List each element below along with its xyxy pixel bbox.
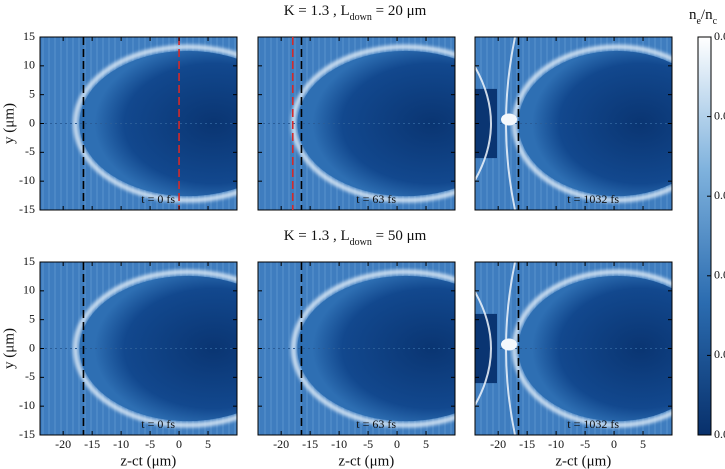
cavity [79,50,237,197]
x-tick-label: 0 [611,437,617,451]
cavity [297,50,455,197]
panel: -20 -15 -10 -5 0 5 t = 63 fs z-ct (μm) [257,261,456,469]
colorbar [697,36,712,436]
x-tick-label: -15 [302,437,318,451]
x-axis-label: z-ct (μm) [555,453,611,469]
label-part: e [696,16,701,27]
colorbar-tick-label: 0.005 [714,29,725,43]
y-tick-label: 0 [29,115,35,129]
x-tick-label: -20 [490,437,506,451]
time-annotation: t = 1032 fs [567,417,619,431]
x-tick-label: 0 [394,437,400,451]
x-tick-label: 0 [176,437,182,451]
time-annotation: t = 0 fs [141,417,175,431]
x-axis-label: z-ct (μm) [338,453,394,469]
blob [501,338,517,351]
colorbar-tick-label: 0.004 [714,108,725,122]
y-tick-label: -5 [25,369,35,383]
colorbar-label: ne/nc [689,7,718,26]
colorbar-tick-label: 0.002 [714,268,725,282]
colorbar-tick-label: 0.003 [714,188,725,202]
heatmap-image [258,262,455,435]
x-tick-label: 5 [423,437,429,451]
title-part: = 50 μm [372,228,427,244]
x-tick-label: -15 [519,437,535,451]
y-tick-label: 5 [29,311,35,325]
panel: -20 -15 -10 -5 0 5 t = 1032 fs z-ct (μm) [474,261,673,469]
x-tick-label: -10 [548,437,564,451]
cavity [79,275,237,422]
time-annotation: t = 0 fs [141,192,175,206]
y-tick-label: 10 [23,283,35,297]
x-tick-label: -5 [145,437,155,451]
title-part: K = 1.3 , L [284,228,350,244]
panel: t = 63 fs [257,36,456,211]
cavity [297,275,455,422]
y-tick-label: 10 [23,58,35,72]
y-tick-label: -10 [19,173,35,187]
dark-region [475,313,497,384]
heatmap-image [475,262,672,435]
colorbar-tick-label: 0.000 [714,427,725,441]
x-tick-label: -5 [363,437,373,451]
x-tick-label: 5 [640,437,646,451]
x-tick-label: -20 [55,437,71,451]
heatmap-image [40,262,237,435]
x-tick-label: -15 [84,437,100,451]
time-annotation: t = 1032 fs [567,192,619,206]
heatmap-image [258,37,455,210]
y-tick-label: -15 [19,427,35,441]
x-tick-label: 5 [205,437,211,451]
blob [501,113,517,126]
panel: t = 1032 fs [474,36,673,211]
label-part: /n [701,7,713,23]
y-tick-label: 15 [23,29,35,43]
label-part: n [689,7,697,23]
time-annotation: t = 63 fs [356,417,396,431]
heatmap-image [40,37,237,210]
title-part: down [350,237,372,248]
x-tick-label: -10 [113,437,129,451]
y-tick-label: 15 [23,254,35,268]
y-tick-label: -5 [25,144,35,158]
row-title: K = 1.3 , Ldown = 20 μm [284,3,427,22]
label-part: c [713,16,718,27]
y-tick-label: -15 [19,202,35,216]
panel: -15 -10 -5 0 5 10 15 t = 0 fs y (μm) [1,29,238,216]
panel: -20 -15 -10 -5 0 5 -15 -10 -5 0 5 10 15 t = 0 fs z-ct … [1,254,238,469]
dark-region [475,88,497,159]
y-axis-label: y (μm) [1,103,17,144]
y-axis-label: y (μm) [1,328,17,369]
y-tick-label: 0 [29,340,35,354]
heatmap-image [475,37,672,210]
title-part: down [350,12,372,23]
y-tick-label: -10 [19,398,35,412]
time-annotation: t = 63 fs [356,192,396,206]
row-title: K = 1.3 , Ldown = 50 μm [284,228,427,247]
title-part: = 20 μm [372,3,427,19]
title-part: K = 1.3 , L [284,3,350,19]
x-tick-label: -5 [580,437,590,451]
x-tick-label: -10 [331,437,347,451]
x-tick-label: -20 [273,437,289,451]
x-axis-label: z-ct (μm) [120,453,176,469]
colorbar-tick-label: 0.001 [714,347,725,361]
y-tick-label: 5 [29,86,35,100]
